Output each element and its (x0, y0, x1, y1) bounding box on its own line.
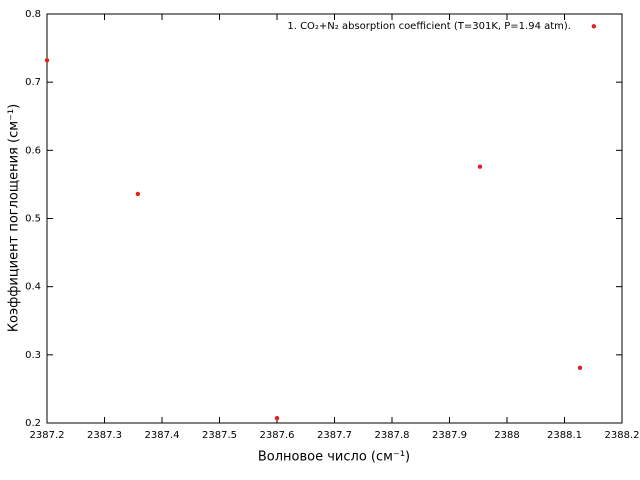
point (274, 416, 280, 421)
x-tick-label: 2387.6 (260, 430, 295, 441)
x-tick-label: 2387.8 (375, 430, 410, 441)
point (477, 164, 483, 169)
y-axis-label: Коэффициент поглощения (см⁻¹) (7, 104, 22, 332)
x-tick-label: 2387.5 (202, 430, 237, 441)
x-axis-label: Волновое число (см⁻¹) (258, 450, 410, 465)
x-tick-label: 2387.7 (317, 430, 352, 441)
point (577, 365, 583, 370)
point (44, 58, 50, 63)
x-tick-label: 2387.9 (432, 430, 467, 441)
y-tick-label: 0.5 (25, 214, 41, 225)
y-tick-label: 0.8 (25, 9, 41, 20)
y-tick-label: 0.6 (25, 145, 41, 156)
point (135, 191, 141, 197)
y-tick-label: 0.4 (25, 282, 41, 293)
x-tick-label: 2387.2 (30, 430, 65, 441)
plot-frame (46, 13, 623, 424)
y-tick-label: 0.3 (25, 350, 41, 361)
x-tick-label: 2388 (494, 430, 519, 441)
x-tick-label: 2388.2 (605, 430, 640, 441)
y-tick-label: 0.7 (25, 77, 41, 88)
legend-entry: 1. CO₂+N₂ absorption coefficient (T=301K… (287, 21, 571, 32)
y-tick-label: 0.2 (25, 418, 41, 429)
point (591, 24, 597, 29)
x-tick-label: 2388.1 (547, 430, 582, 441)
x-tick-label: 2387.4 (145, 430, 180, 441)
x-tick-label: 2387.3 (87, 430, 122, 441)
